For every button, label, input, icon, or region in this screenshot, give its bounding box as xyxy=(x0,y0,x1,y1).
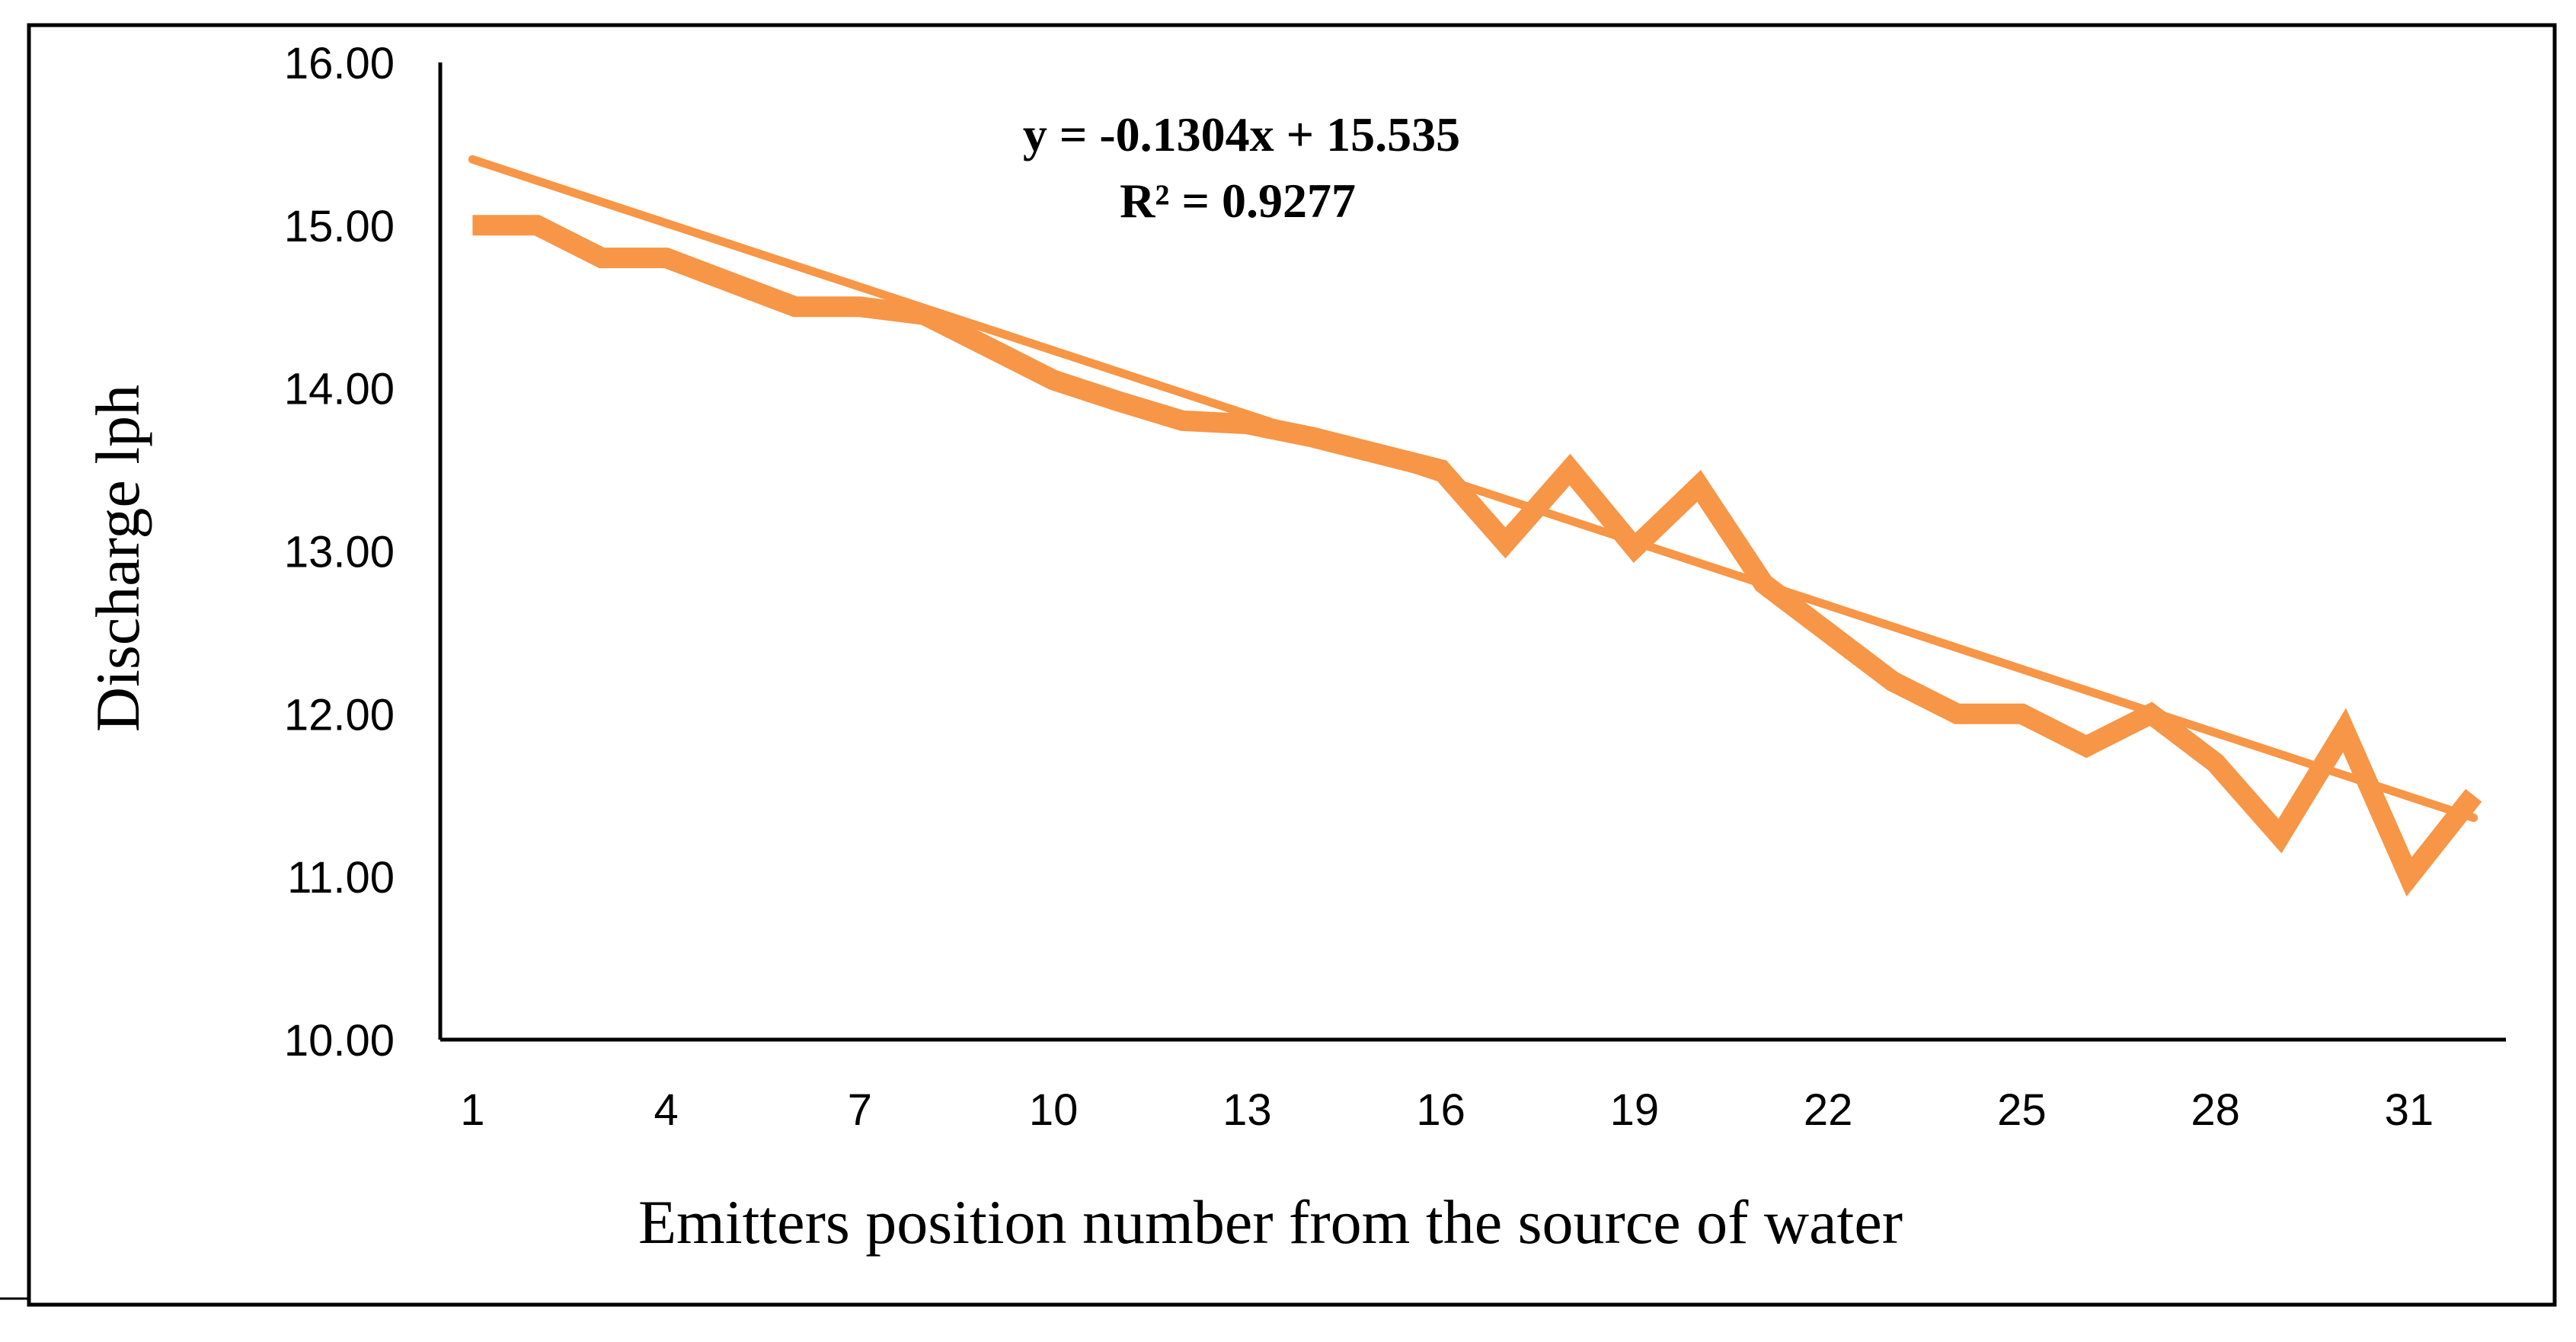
y-tick-label: 15.00 xyxy=(284,202,395,251)
x-axis-title: Emitters position number from the source… xyxy=(638,1187,1903,1257)
data-point xyxy=(2270,826,2290,846)
data-point xyxy=(2076,737,2096,756)
data-point xyxy=(1818,622,1838,642)
data-point xyxy=(1237,414,1257,434)
data-point xyxy=(785,297,805,317)
data-point xyxy=(527,216,547,235)
x-tick-label: 25 xyxy=(1997,1085,2047,1135)
data-point xyxy=(462,216,482,235)
data-point xyxy=(979,337,999,357)
x-axis-ticks: 1 4 7 10 13 16 19 22 25 28 31 xyxy=(460,1085,2434,1135)
data-point xyxy=(915,305,935,324)
trendline-equation: y = -0.1304x + 15.535 xyxy=(1023,107,1460,161)
x-tick-label: 7 xyxy=(848,1085,872,1135)
data-point xyxy=(592,248,612,268)
y-tick-label: 11.00 xyxy=(287,853,395,903)
data-point xyxy=(721,273,740,292)
data-point xyxy=(2464,785,2484,805)
data-point xyxy=(1948,704,1967,724)
x-tick-label: 22 xyxy=(1804,1085,1853,1135)
y-tick-label: 10.00 xyxy=(284,1016,395,1066)
data-point xyxy=(1883,672,1903,692)
x-tick-label: 28 xyxy=(2191,1085,2240,1135)
x-tick-label: 10 xyxy=(1029,1085,1079,1135)
y-tick-label: 12.00 xyxy=(284,690,395,740)
x-tick-label: 31 xyxy=(2385,1085,2434,1135)
data-point xyxy=(2141,704,2161,724)
data-point xyxy=(2399,867,2419,887)
data-point xyxy=(657,248,676,268)
y-tick-label: 14.00 xyxy=(284,365,395,414)
trendline-r2: R² = 0.9277 xyxy=(1120,174,1356,228)
data-point xyxy=(2012,704,2031,724)
chart-frame xyxy=(27,23,2557,1307)
x-tick-label: 16 xyxy=(1416,1085,1465,1135)
data-point xyxy=(1431,460,1451,480)
x-tick-label: 1 xyxy=(460,1085,484,1135)
data-point xyxy=(1753,574,1773,593)
y-tick-label: 13.00 xyxy=(284,528,395,577)
data-point xyxy=(1044,370,1063,390)
data-point xyxy=(1108,391,1128,411)
y-axis-title: Discharge lph xyxy=(83,385,152,732)
x-tick-label: 4 xyxy=(654,1085,678,1135)
data-point xyxy=(850,297,870,317)
y-tick-label: 16.00 xyxy=(284,39,395,88)
data-point xyxy=(1495,533,1515,553)
data-point xyxy=(2335,721,2354,740)
series-points xyxy=(462,216,2483,887)
data-point xyxy=(1689,476,1709,496)
data-point xyxy=(1560,460,1580,480)
data-point xyxy=(1302,427,1322,447)
data-point xyxy=(1173,411,1193,430)
data-point xyxy=(1625,538,1644,558)
x-tick-label: 19 xyxy=(1610,1085,1660,1135)
data-point xyxy=(2206,752,2226,772)
x-tick-label: 13 xyxy=(1222,1085,1272,1135)
series-line-discharge xyxy=(472,215,2482,897)
y-axis-ticks: 10.00 11.00 12.00 13.00 14.00 15.00 16.00 xyxy=(284,39,395,1066)
data-point xyxy=(1366,443,1386,463)
